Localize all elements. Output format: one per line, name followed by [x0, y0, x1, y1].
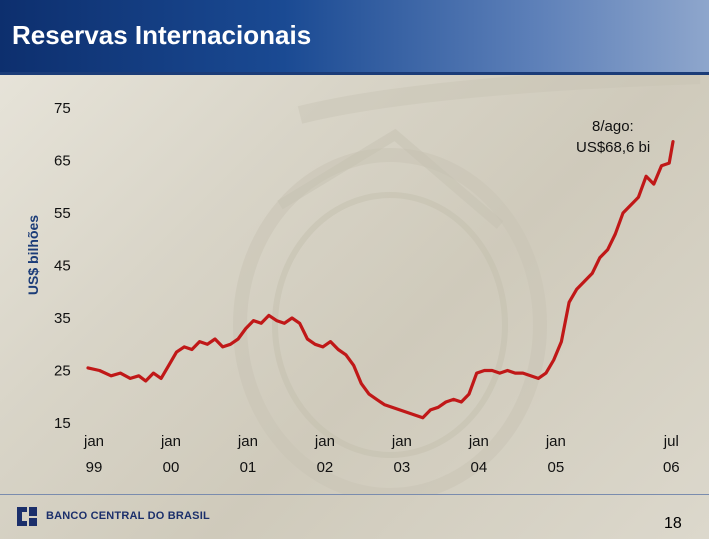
page-number: 18 [664, 515, 682, 532]
x-tick-label: jan [545, 433, 566, 450]
annotation-date: 8/ago: [592, 118, 634, 135]
y-tick-label: 15 [54, 415, 71, 432]
y-tick-label: 55 [54, 205, 71, 222]
x-tick-label: 02 [317, 459, 334, 476]
y-tick-label: 75 [54, 100, 71, 117]
annotation-value: US$68,6 bi [576, 139, 650, 156]
header-divider [0, 72, 709, 75]
x-tick-label: jan [468, 433, 489, 450]
x-tick-label: jan [237, 433, 258, 450]
y-tick-label: 25 [54, 363, 71, 380]
title-bar: Reservas Internacionais [0, 0, 709, 72]
x-tick-label: jan [83, 433, 104, 450]
x-tick-label: 06 [663, 459, 680, 476]
page-title: Reservas Internacionais [12, 20, 312, 50]
bank-emblem-icon [17, 507, 37, 526]
y-tick-label: 35 [54, 310, 71, 327]
x-axis-ticks: jan 99 jan 00 jan 01 jan 02 jan 03 jan 04 jan 05 jul 06 [83, 433, 680, 476]
bank-name: BANCO CENTRAL DO BRASIL [46, 510, 210, 522]
x-tick-label: jan [314, 433, 335, 450]
x-tick-label: 05 [547, 459, 564, 476]
x-tick-label: 04 [471, 459, 488, 476]
banknote-watermark [233, 75, 701, 495]
x-tick-label: jul [663, 433, 679, 450]
x-tick-label: 00 [163, 459, 180, 476]
y-axis-ticks: 75 65 55 45 35 25 15 [54, 100, 71, 432]
x-tick-label: 03 [394, 459, 411, 476]
x-tick-label: jan [391, 433, 412, 450]
bank-logo: BANCO CENTRAL DO BRASIL [14, 503, 210, 529]
y-axis-label: US$ bilhões [25, 215, 41, 295]
y-tick-label: 45 [54, 258, 71, 275]
y-tick-label: 65 [54, 153, 71, 170]
annotation: 8/ago: US$68,6 bi [576, 118, 650, 156]
x-tick-label: 99 [86, 459, 103, 476]
footer-divider [0, 494, 709, 495]
x-tick-label: jan [160, 433, 181, 450]
series-line [86, 140, 675, 420]
x-tick-label: 01 [240, 459, 257, 476]
